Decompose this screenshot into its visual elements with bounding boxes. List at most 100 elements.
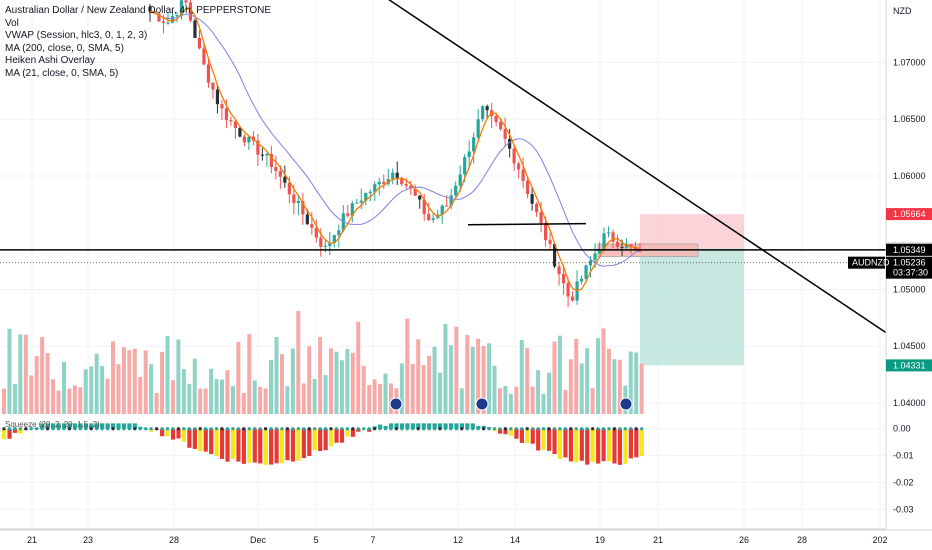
squeeze-dot <box>471 427 475 431</box>
squeeze-dot <box>274 427 279 431</box>
squeeze-bar <box>329 428 334 447</box>
squeeze-bar <box>568 428 573 462</box>
squeeze-dot <box>487 427 491 431</box>
squeeze-bar <box>160 428 165 437</box>
squeeze-bar <box>83 423 88 429</box>
candle-body <box>314 227 318 238</box>
candle-body <box>224 108 229 121</box>
squeeze-bar <box>628 428 633 459</box>
squeeze-dot <box>640 427 644 431</box>
candle-body <box>265 153 269 156</box>
volume-bar <box>634 352 639 414</box>
candle-body <box>521 169 525 181</box>
volume-bar <box>492 365 497 414</box>
time-tick-label: 14 <box>510 535 520 545</box>
candle-body <box>175 15 179 17</box>
squeeze-bar <box>132 423 137 429</box>
squeeze-dot <box>149 427 153 431</box>
symbol-tag-label: AUDNZD <box>852 258 890 268</box>
volume-bar <box>421 365 426 414</box>
volume-bar <box>481 346 486 414</box>
volume-bar <box>312 379 317 414</box>
squeeze-dot <box>187 427 191 431</box>
candle-body <box>463 156 467 175</box>
overlay-lines <box>149 7 641 292</box>
volume-bar <box>383 373 388 414</box>
squeeze-dot <box>629 427 633 431</box>
candle-body <box>332 235 336 243</box>
candle-body <box>633 247 638 251</box>
squeeze-dot <box>427 427 431 431</box>
squeeze-bar <box>514 428 519 439</box>
squeeze-dot <box>29 427 33 431</box>
squeeze-dot <box>7 427 12 431</box>
squeeze-dot <box>574 427 578 431</box>
squeeze-dot <box>285 427 289 431</box>
price-tick-label: 1.04500 <box>893 341 926 351</box>
squeeze-dot <box>105 427 110 431</box>
squeeze-bar <box>334 428 339 443</box>
volume-bar <box>220 379 224 414</box>
squeeze-dot <box>171 427 175 431</box>
squeeze-bar <box>45 423 50 429</box>
squeeze-dot <box>443 427 448 431</box>
candle-body <box>481 106 485 120</box>
squeeze-bar <box>579 428 584 461</box>
volume-bar <box>143 350 148 414</box>
candle-body <box>260 154 264 156</box>
squeeze-dot <box>116 427 121 431</box>
squeeze-dot <box>176 427 180 431</box>
volume-bar <box>541 393 546 414</box>
squeeze-dot <box>258 427 262 431</box>
candle-body <box>508 138 512 149</box>
squeeze-bar <box>247 428 252 463</box>
squeeze-dot <box>89 427 93 431</box>
squeeze-bar <box>61 423 67 429</box>
candle-body <box>557 266 561 275</box>
squeeze-bar <box>318 428 323 452</box>
squeeze-dot <box>111 427 115 431</box>
squeeze-dot <box>552 427 557 431</box>
squeeze-bar <box>634 428 639 458</box>
squeeze-dot <box>220 427 224 431</box>
price-badge <box>886 208 932 221</box>
squeeze-dot <box>340 427 344 431</box>
descending-trendline <box>388 0 887 334</box>
price-tick-label: 1.04000 <box>893 398 926 408</box>
candle-body <box>269 153 273 168</box>
volume-bar <box>176 339 181 414</box>
squeeze-dot <box>345 427 349 431</box>
time-tick-label: 23 <box>83 535 93 545</box>
volume-bar <box>552 341 557 414</box>
squeeze-dot <box>356 427 360 431</box>
squeeze-dot <box>160 427 164 431</box>
squeeze-tick-label: -0.03 <box>893 504 914 514</box>
squeeze-bar <box>269 428 274 465</box>
time-axis[interactable]: 21 23 28 Dec 5 7 12 14 19 21 26 28 202 <box>0 528 932 545</box>
volume-bar <box>307 346 312 414</box>
volume-bar <box>579 363 584 414</box>
squeeze-dot <box>449 427 453 431</box>
position-tool[interactable] <box>597 214 744 366</box>
squeeze-dot <box>155 427 159 431</box>
squeeze-bar <box>345 428 350 437</box>
candle-body <box>188 2 193 21</box>
squeeze-bar <box>170 428 176 440</box>
time-tick-label: 26 <box>739 535 749 545</box>
time-tick-label: 21 <box>27 535 37 545</box>
volume-bar <box>470 346 475 414</box>
volume-bar <box>279 354 284 414</box>
volume-bar <box>263 388 268 414</box>
volume-bar <box>89 366 94 414</box>
squeeze-bar <box>181 428 187 442</box>
squeeze-dot <box>411 427 415 431</box>
squeeze-dot <box>35 427 39 431</box>
squeeze-bar <box>203 428 208 452</box>
squeeze-dot <box>2 427 6 431</box>
volume-bar <box>448 345 453 414</box>
drawing-tools[interactable] <box>0 0 887 334</box>
squeeze-dot <box>40 427 44 431</box>
squeeze-bar <box>236 428 241 462</box>
squeeze-bar <box>470 423 475 429</box>
